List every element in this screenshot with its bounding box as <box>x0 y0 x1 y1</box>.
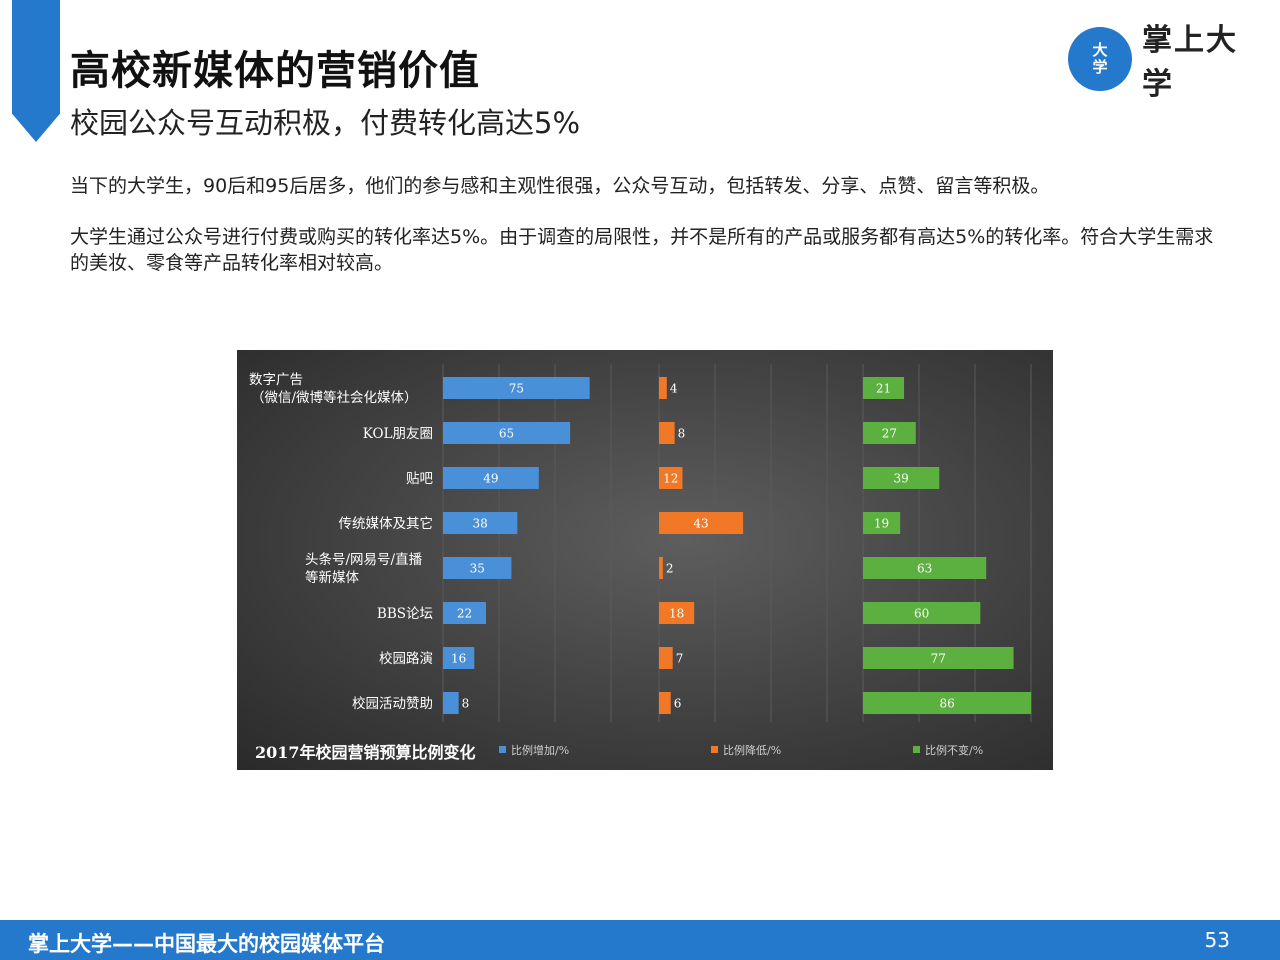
legend-swatch <box>711 746 718 753</box>
bar-value-label: 75 <box>509 382 524 396</box>
bar <box>443 377 590 399</box>
bar <box>659 512 744 534</box>
bar-value-label: 43 <box>693 517 708 531</box>
footer-bar: 掌上大学——中国最大的校园媒体平台 53 <box>0 920 1280 960</box>
bar-value-label: 35 <box>470 562 485 576</box>
bar <box>659 377 667 399</box>
bar <box>863 557 987 579</box>
bar <box>863 422 916 444</box>
bar-value-label: 77 <box>931 652 946 666</box>
bar <box>443 512 518 534</box>
logo-circle-bottom: 学 <box>1092 58 1108 76</box>
chart-svg: 数字广告（微信/微博等社会化媒体） KOL朋友圈贴吧传统媒体及其它头条号/网易号/… <box>249 364 1032 762</box>
bar <box>863 647 1014 669</box>
bar <box>863 602 981 624</box>
bar-value-label: 39 <box>893 472 908 486</box>
bar <box>659 557 663 579</box>
paragraph-2: 大学生通过公众号进行付费或购买的转化率达5%。由于调查的局限性，并不是所有的产品… <box>70 226 1214 274</box>
category-label: 校园路演 <box>379 650 433 667</box>
legend-label: 比例增加/% <box>511 743 569 757</box>
bar-value-label: 49 <box>483 472 498 486</box>
legend-swatch <box>499 746 506 753</box>
bar-value-label: 63 <box>917 562 932 576</box>
category-label: 传统媒体及其它 <box>339 515 434 532</box>
bar <box>443 422 571 444</box>
bar <box>659 422 675 444</box>
category-label: KOL朋友圈 <box>363 426 433 442</box>
logo-circle-top: 大 <box>1092 41 1108 59</box>
bar <box>443 647 475 669</box>
bar <box>659 647 673 669</box>
bar <box>863 377 905 399</box>
bar-value-label: 38 <box>473 517 488 531</box>
bar-value-label: 8 <box>462 697 470 711</box>
category-label: 贴吧 <box>406 471 433 487</box>
logo-circle-icon: 大 学 <box>1068 27 1132 91</box>
bar <box>863 467 940 489</box>
legend-label: 比例降低/% <box>723 743 781 757</box>
chart-title: 2017年校园营销预算比例变化 <box>255 743 476 762</box>
category-label: （微信/微博等社会化媒体） <box>251 389 418 406</box>
bar-value-label: 7 <box>676 652 684 666</box>
bar <box>863 692 1032 714</box>
bar-value-label: 65 <box>499 427 514 441</box>
bar <box>443 467 539 489</box>
paragraph-1: 当下的大学生，90后和95后居多，他们的参与感和主观性很强，公众号互动，包括转发… <box>70 175 1050 197</box>
bar-value-label: 6 <box>674 697 682 711</box>
bar <box>863 512 901 534</box>
bar-value-label: 21 <box>876 382 891 396</box>
footer-text: 掌上大学——中国最大的校园媒体平台 <box>28 932 385 956</box>
bar <box>443 692 459 714</box>
bar-value-label: 8 <box>678 427 686 441</box>
page-subtitle: 校园公众号互动积极，付费转化高达5% <box>70 106 581 140</box>
bar-value-label: 19 <box>874 517 889 531</box>
category-label: 校园活动赞助 <box>352 695 433 712</box>
category-label: 数字广告 <box>249 372 303 388</box>
bar-value-label: 22 <box>457 607 472 621</box>
category-label: BBS论坛 <box>377 606 433 622</box>
legend-swatch <box>913 746 920 753</box>
category-label: 等新媒体 <box>305 569 359 586</box>
page-title: 高校新媒体的营销价值 <box>70 48 480 94</box>
corner-ribbon <box>12 0 60 142</box>
bar-value-label: 18 <box>669 607 684 621</box>
bar-value-label: 2 <box>666 562 674 576</box>
bar-value-label: 16 <box>451 652 466 666</box>
brand-logo: 大 学 掌上大学 <box>1068 23 1268 102</box>
bar <box>659 602 695 624</box>
bar <box>659 467 683 489</box>
bar-value-label: 27 <box>882 427 897 441</box>
legend-label: 比例不变/% <box>925 743 983 757</box>
bar-value-label: 60 <box>914 607 929 621</box>
page-number: 53 <box>1204 928 1230 952</box>
bar-value-label: 4 <box>670 382 678 396</box>
bar <box>443 557 512 579</box>
logo-text: 掌上大学 <box>1142 23 1238 102</box>
bar <box>659 692 671 714</box>
bar-value-label: 12 <box>663 472 678 486</box>
bar-value-label: 86 <box>939 697 954 711</box>
category-label: 头条号/网易号/直播 <box>305 551 423 568</box>
bar <box>443 602 487 624</box>
budget-chart: 数字广告 （微信/微博等社会化媒体） KOL朋友圈贴吧传统媒体及其它头条号/网易号/… <box>237 350 1053 770</box>
